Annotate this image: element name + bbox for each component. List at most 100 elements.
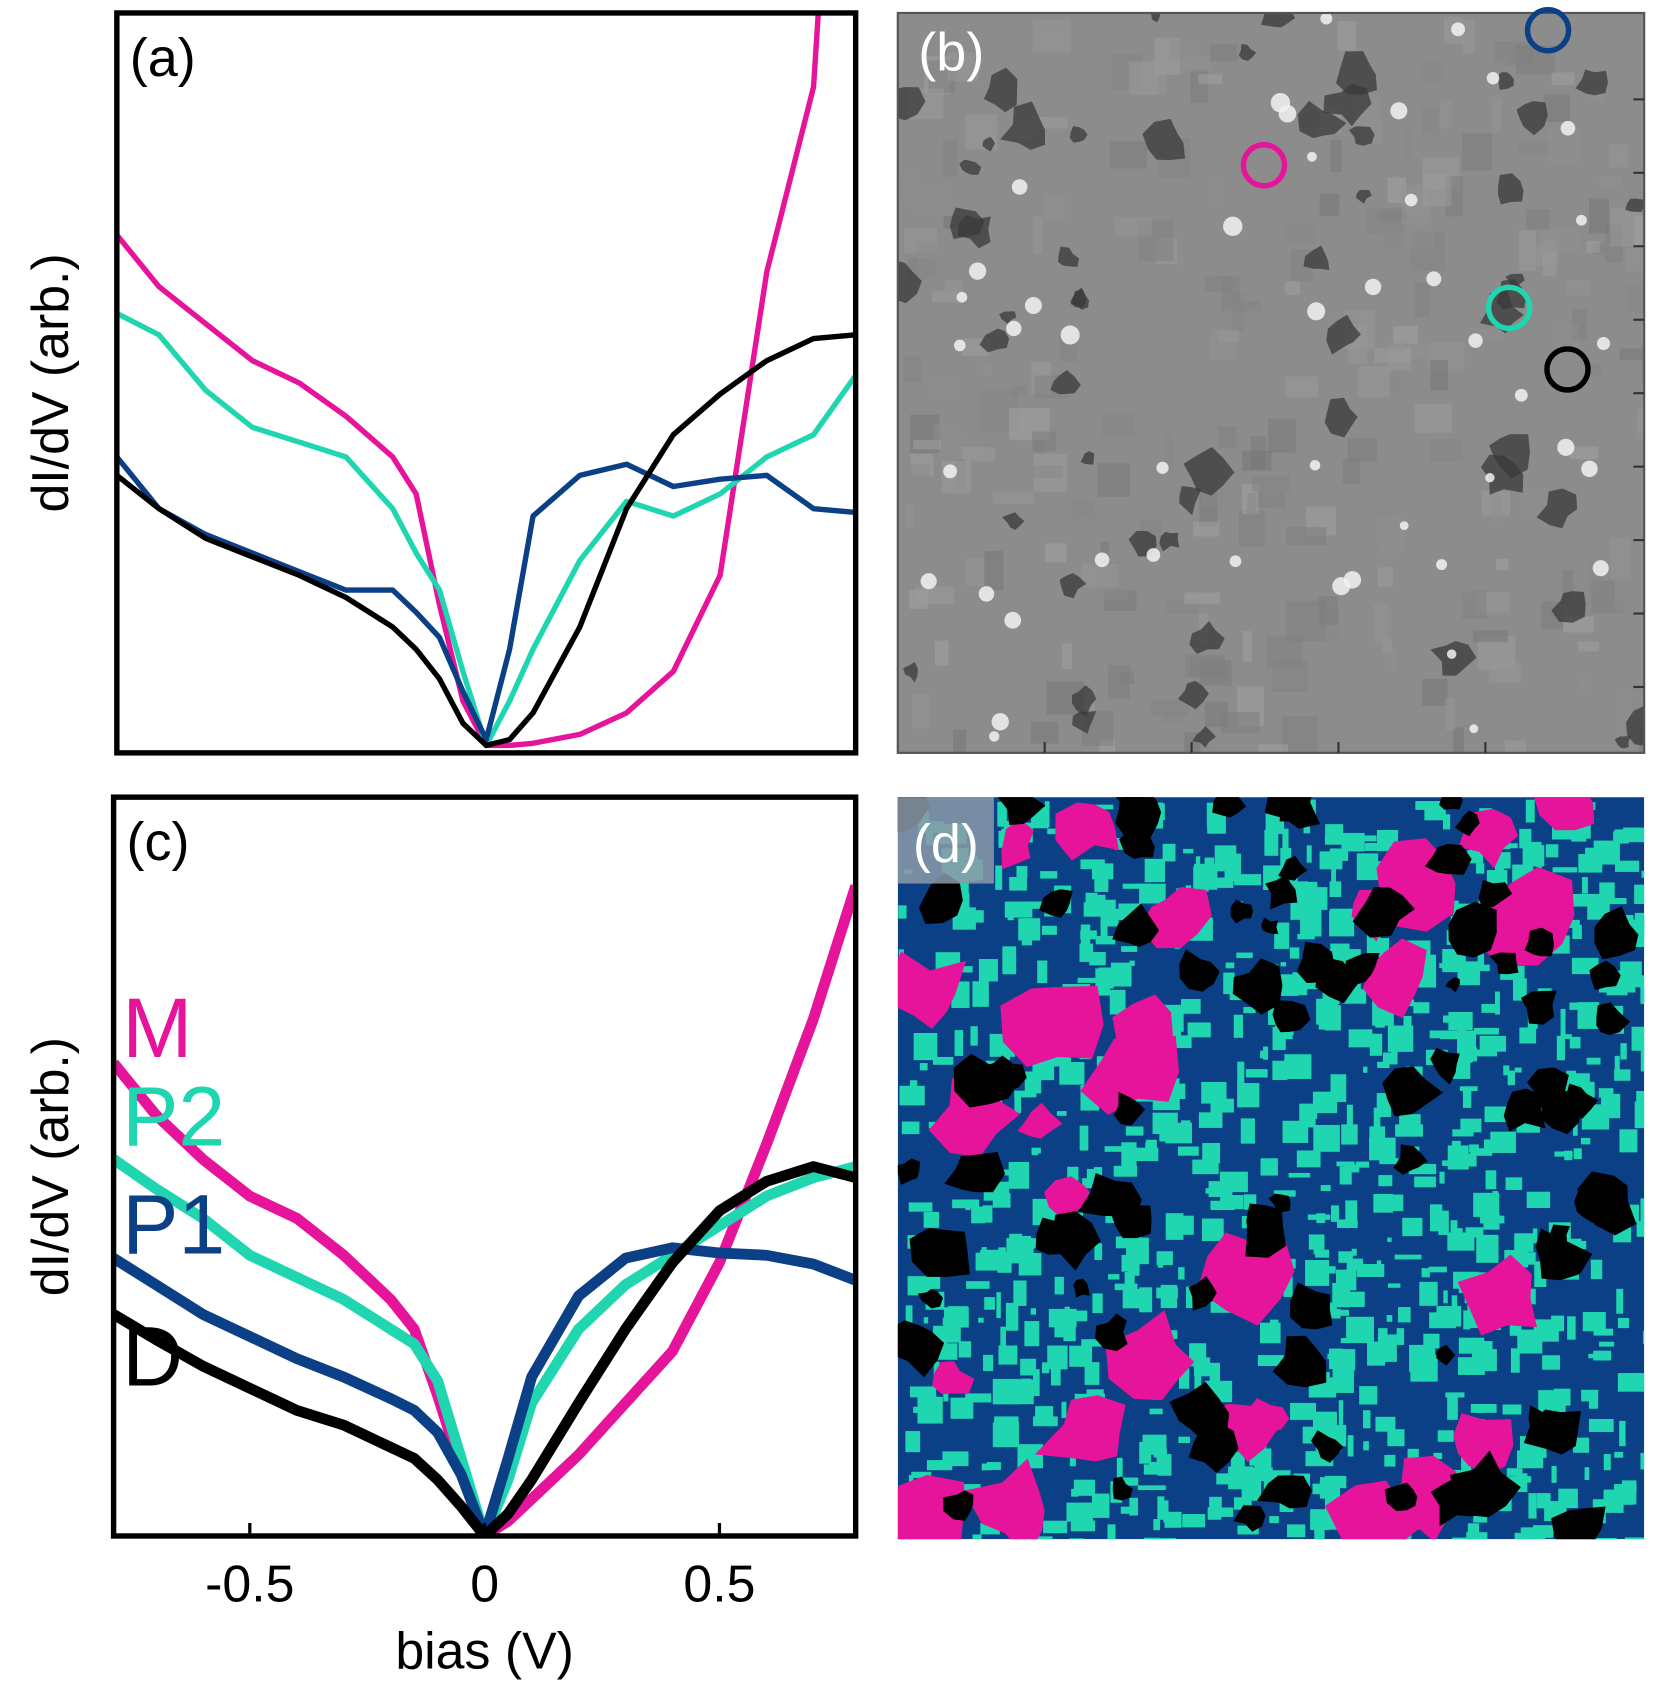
p2-region [1210, 1098, 1234, 1113]
p2-region [926, 1460, 953, 1471]
texture [1462, 133, 1493, 171]
p2-region [1584, 1467, 1590, 1481]
p2-region [1297, 934, 1315, 940]
p2-region [1124, 1272, 1135, 1284]
p2-region [1598, 1088, 1614, 1098]
p2-region [997, 801, 1007, 827]
p2-region [1465, 1227, 1484, 1238]
panel-label: (a) [130, 28, 196, 88]
p2-region [1346, 1258, 1364, 1271]
p2-region [1582, 876, 1588, 894]
p2-region [1619, 1129, 1638, 1153]
p2-region [1237, 1083, 1260, 1108]
p2-region [983, 1354, 994, 1372]
p2-region [1582, 1312, 1606, 1332]
p2-region [965, 1393, 992, 1403]
p2-region [1091, 1493, 1110, 1518]
p2-region [1013, 1280, 1027, 1306]
d-region [1115, 797, 1162, 841]
texture [1164, 434, 1174, 474]
p2-region [1407, 1448, 1419, 1465]
dark-defect [1326, 314, 1361, 355]
dark-defect [1614, 735, 1631, 749]
p2-region [1620, 1043, 1627, 1060]
p2-region [1469, 1049, 1498, 1057]
p2-region [1129, 1497, 1138, 1516]
p2-region [954, 1030, 964, 1056]
p2-region [1387, 1283, 1401, 1288]
texture [1626, 248, 1645, 272]
texture [1109, 141, 1147, 169]
p2-region [1216, 1473, 1237, 1485]
texture [1382, 637, 1392, 652]
p2-region [1041, 1362, 1050, 1374]
d-region [918, 872, 963, 924]
p2-region [1073, 1479, 1096, 1496]
texture [1462, 19, 1475, 53]
p2-region [1376, 1260, 1382, 1267]
p2-region [1483, 1139, 1496, 1151]
x-tick-label: 0 [470, 1555, 499, 1613]
p2-region [1512, 978, 1527, 1001]
dark-defect [1324, 397, 1358, 438]
p2-region [1640, 1198, 1645, 1227]
p2-region [1375, 1416, 1396, 1432]
bright-defect [920, 573, 937, 590]
p2-region [1128, 1261, 1140, 1276]
p2-region [1568, 919, 1580, 928]
d-region [1430, 1476, 1485, 1527]
p2-region [1640, 1046, 1645, 1072]
p2-region [1507, 1070, 1515, 1086]
p2-region [1119, 1477, 1139, 1486]
dark-defect [1192, 726, 1217, 748]
p2-region [1461, 1455, 1472, 1478]
texture [1422, 60, 1443, 85]
p2-region [1320, 1185, 1331, 1192]
p2-region [1044, 801, 1050, 828]
p2-region [1588, 1418, 1614, 1433]
p2-region [972, 981, 989, 1007]
p2-region [1341, 1124, 1358, 1145]
p2-region [1338, 1400, 1344, 1425]
p2-region [1033, 1416, 1058, 1427]
bright-defect [978, 586, 995, 602]
p2-region [1375, 1006, 1385, 1028]
bright-defect [1156, 461, 1169, 474]
texture [1569, 446, 1599, 460]
p2-region [1344, 1164, 1360, 1173]
texture [1373, 602, 1389, 643]
d-region [1489, 952, 1519, 975]
texture [913, 439, 941, 450]
texture [1455, 570, 1475, 600]
texture [1439, 100, 1452, 129]
p2-region [980, 1523, 1000, 1535]
p2-region [1182, 1514, 1206, 1528]
dark-defect [1000, 101, 1046, 150]
p2-region [1014, 1093, 1022, 1114]
p2-region [1467, 1523, 1480, 1540]
p2-region [1423, 1333, 1440, 1349]
d-region [1277, 797, 1297, 822]
d-region [1268, 1193, 1291, 1213]
m-region [1080, 1034, 1180, 1115]
d-region [1112, 903, 1160, 947]
plot-area [113, 884, 856, 1536]
p2-region [1329, 881, 1342, 897]
p2-region [942, 1317, 957, 1326]
p2-region [992, 1422, 1020, 1448]
bright-defect [1485, 472, 1495, 483]
dark-defect [1297, 100, 1347, 139]
p2-region [1030, 1308, 1036, 1315]
p2-region [1577, 1002, 1600, 1029]
p2-region [1503, 1065, 1510, 1076]
bright-defect [1426, 271, 1442, 287]
p2-region [1456, 945, 1465, 972]
texture [1491, 97, 1502, 133]
y-axis-label: dI/dV (arb.) [21, 1037, 79, 1296]
p2-region [1152, 1112, 1178, 1134]
p2-region [1089, 952, 1106, 966]
p2-region [1234, 874, 1262, 886]
dark-defect [1536, 488, 1578, 529]
dark-defect [1496, 72, 1514, 90]
p2-region [1084, 1362, 1100, 1385]
